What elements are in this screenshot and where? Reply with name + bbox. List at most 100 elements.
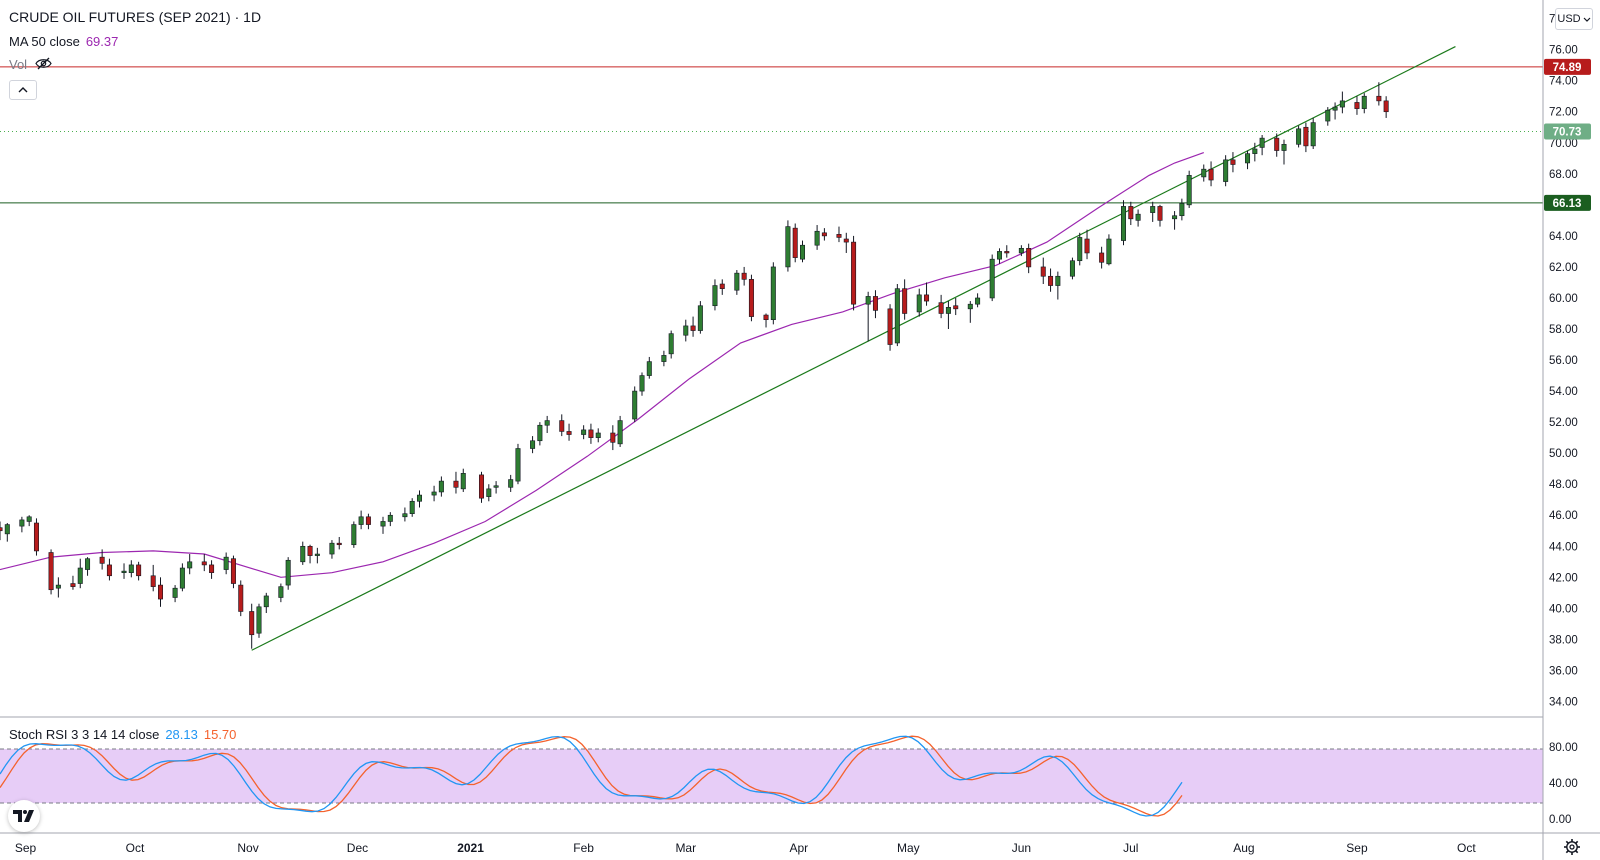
candle[interactable]	[249, 611, 255, 636]
ma-legend[interactable]: MA 50 close 69.37	[9, 34, 118, 50]
stoch-axis[interactable]: 80.00 40.00 0.00	[1549, 742, 1578, 826]
candle[interactable]	[945, 306, 951, 314]
candle[interactable]	[1296, 128, 1302, 145]
candle[interactable]	[1128, 206, 1134, 220]
candle[interactable]	[460, 473, 466, 490]
candle[interactable]	[632, 390, 638, 420]
candle[interactable]	[719, 283, 725, 289]
candle[interactable]	[770, 266, 776, 321]
candle[interactable]	[1186, 175, 1192, 206]
candle[interactable]	[431, 491, 437, 496]
candle[interactable]	[1172, 215, 1178, 220]
candle[interactable]	[4, 524, 10, 535]
candle[interactable]	[975, 297, 981, 305]
candle[interactable]	[479, 474, 485, 499]
candle[interactable]	[278, 586, 284, 598]
candle[interactable]	[683, 325, 689, 336]
candle[interactable]	[0, 527, 3, 532]
candle[interactable]	[953, 305, 959, 310]
candle[interactable]	[99, 556, 105, 564]
candle[interactable]	[158, 584, 164, 600]
candle[interactable]	[763, 314, 769, 321]
candle[interactable]	[1208, 168, 1214, 181]
candle[interactable]	[1201, 168, 1207, 178]
candle[interactable]	[792, 227, 798, 258]
candle[interactable]	[77, 567, 83, 584]
candle[interactable]	[121, 570, 127, 573]
candle[interactable]	[989, 258, 995, 299]
candle[interactable]	[530, 440, 536, 449]
candle[interactable]	[1069, 260, 1075, 277]
candle[interactable]	[416, 494, 422, 502]
candle[interactable]	[1135, 213, 1141, 221]
candle[interactable]	[967, 303, 973, 310]
candle[interactable]	[821, 232, 827, 237]
candle[interactable]	[438, 480, 444, 493]
candle[interactable]	[223, 556, 229, 570]
candle[interactable]	[19, 519, 25, 527]
candle[interactable]	[209, 564, 215, 573]
candle[interactable]	[329, 542, 335, 555]
candle[interactable]	[256, 606, 262, 634]
candle[interactable]	[902, 288, 908, 314]
candle[interactable]	[595, 432, 601, 438]
candle[interactable]	[201, 561, 207, 566]
candle[interactable]	[924, 294, 930, 302]
candle[interactable]	[1018, 248, 1024, 254]
candle[interactable]	[610, 432, 616, 443]
candle[interactable]	[1281, 144, 1287, 151]
candle[interactable]	[1259, 137, 1265, 148]
candle[interactable]	[486, 488, 492, 497]
price-axis[interactable]: 34.00 36.00 38.00 40.00 42.00 44.00 46.00 48.00…	[1549, 14, 1578, 709]
candle[interactable]	[1230, 159, 1236, 165]
candle[interactable]	[1084, 238, 1090, 254]
candle[interactable]	[887, 308, 893, 345]
symbol-title[interactable]: CRUDE OIL FUTURES (SEP 2021) · 1D	[9, 9, 261, 25]
gear-icon[interactable]	[1563, 838, 1581, 856]
candle[interactable]	[106, 564, 112, 577]
candle[interactable]	[588, 429, 594, 438]
candle[interactable]	[668, 333, 674, 355]
candle[interactable]	[697, 305, 703, 331]
candle[interactable]	[559, 420, 565, 432]
candle[interactable]	[238, 584, 244, 612]
candle[interactable]	[1026, 248, 1032, 268]
eye-hidden-icon[interactable]	[35, 57, 52, 74]
candle[interactable]	[712, 285, 718, 307]
candle[interactable]	[1339, 100, 1345, 108]
candle[interactable]	[1332, 106, 1338, 111]
candle[interactable]	[70, 583, 76, 587]
candle[interactable]	[836, 234, 842, 238]
candle[interactable]	[48, 552, 54, 591]
candle[interactable]	[1004, 251, 1010, 254]
candle[interactable]	[748, 279, 754, 317]
candle[interactable]	[263, 595, 269, 608]
candle[interactable]	[734, 272, 740, 291]
candle[interactable]	[285, 559, 291, 586]
candle[interactable]	[639, 375, 645, 392]
candle[interactable]	[380, 521, 386, 527]
candle[interactable]	[1383, 100, 1389, 113]
candle[interactable]	[85, 558, 91, 570]
candle[interactable]	[179, 567, 185, 589]
candle[interactable]	[508, 479, 514, 488]
candle[interactable]	[1106, 238, 1112, 265]
candle[interactable]	[1040, 266, 1046, 277]
candle[interactable]	[1325, 109, 1331, 122]
stoch-legend[interactable]: Stoch RSI 3 3 14 14 close 28.13 15.70	[9, 727, 236, 743]
currency-select[interactable]: USD	[1555, 8, 1593, 30]
candle[interactable]	[646, 361, 652, 376]
candle[interactable]	[938, 302, 944, 314]
candle[interactable]	[1121, 206, 1127, 241]
candle[interactable]	[136, 564, 142, 577]
candle[interactable]	[1303, 126, 1309, 147]
candle[interactable]	[150, 575, 156, 587]
candle[interactable]	[187, 561, 193, 569]
candle[interactable]	[128, 564, 134, 573]
candle[interactable]	[1245, 153, 1251, 164]
candle[interactable]	[851, 241, 857, 305]
candle[interactable]	[300, 545, 306, 563]
candle[interactable]	[690, 325, 696, 331]
candle[interactable]	[1376, 95, 1382, 102]
candle[interactable]	[785, 226, 791, 268]
